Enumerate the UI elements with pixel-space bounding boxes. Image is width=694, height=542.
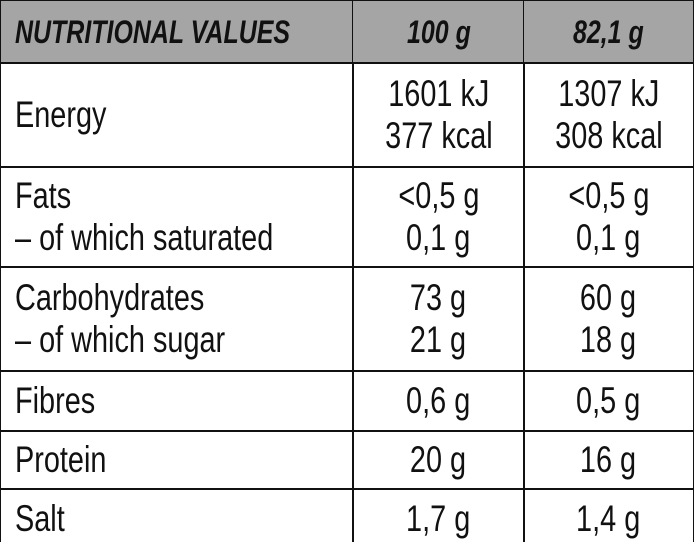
text: 20 g <box>410 439 467 480</box>
text: 60 g <box>580 277 637 318</box>
value-cell: 16 g <box>523 430 694 490</box>
cell-text: – of which sugar <box>15 319 284 361</box>
text: 0,1 g <box>576 217 641 258</box>
cell-text: <0,5 g <box>557 175 661 217</box>
text: 73 g <box>410 277 467 318</box>
text: 16 g <box>580 439 637 480</box>
text: Energy <box>15 94 107 135</box>
text: 100 g <box>406 14 471 50</box>
cell-text: 21 g <box>402 319 474 361</box>
cell-text: 82,1 g <box>563 11 654 53</box>
value-cell: 0,6 g <box>352 370 525 432</box>
text: Fats <box>15 175 72 216</box>
text: 0,1 g <box>406 217 471 258</box>
cell-text: Fats <box>15 175 87 217</box>
label-cell: Salt <box>0 488 354 542</box>
value-cell: 20 g <box>352 430 525 490</box>
cell-text: Fibres <box>15 380 118 422</box>
cell-text: 60 g <box>572 277 644 319</box>
text: 0,6 g <box>406 380 471 421</box>
text: – of which sugar <box>15 319 226 360</box>
text: 0,5 g <box>576 380 641 421</box>
value-cell: 1601 kJ 377 kcal <box>352 62 525 168</box>
text: <0,5 g <box>567 175 650 216</box>
cell-text: 377 kcal <box>370 115 508 157</box>
cell-text: 1,4 g <box>567 498 649 540</box>
label-cell: Fibres <box>0 370 354 432</box>
text: 308 kcal <box>554 115 663 156</box>
cell-text: 100 g <box>398 11 480 53</box>
cell-text: 308 kcal <box>540 115 678 157</box>
cell-text: Protein <box>15 439 132 481</box>
value-cell: 1307 kJ 308 kcal <box>523 62 694 168</box>
label-cell: Carbohydrates – of which sugar <box>0 266 354 372</box>
cell-text: Energy <box>15 94 132 136</box>
text: 1,4 g <box>576 498 641 539</box>
cell-text: Salt <box>15 498 79 540</box>
cell-text: 73 g <box>402 277 474 319</box>
value-cell: 73 g 21 g <box>352 266 525 372</box>
text: 1307 kJ <box>557 73 660 114</box>
text: Fibres <box>15 380 96 421</box>
cell-text: NUTRITIONAL VALUES <box>15 11 353 53</box>
text: 1601 kJ <box>387 73 490 114</box>
cell-text: 1601 kJ <box>374 73 504 115</box>
cell-text: 1,7 g <box>397 498 479 540</box>
value-cell: 1,7 g <box>352 488 525 542</box>
header-cell: 82,1 g <box>523 0 694 64</box>
text: 377 kcal <box>384 115 493 156</box>
header-cell: NUTRITIONAL VALUES <box>0 0 354 64</box>
text: Protein <box>15 439 107 480</box>
cell-text: – of which saturated <box>15 217 346 259</box>
cell-text: 20 g <box>402 439 474 481</box>
text: 1,7 g <box>406 498 471 539</box>
text: – of which saturated <box>15 217 274 258</box>
cell-text: Carbohydrates <box>15 277 258 319</box>
cell-text: 16 g <box>572 439 644 481</box>
value-cell: <0,5 g 0,1 g <box>523 166 694 268</box>
label-cell: Protein <box>0 430 354 490</box>
label-cell: Fats – of which saturated <box>0 166 354 268</box>
value-cell: 1,4 g <box>523 488 694 542</box>
header-cell: 100 g <box>352 0 525 64</box>
text: <0,5 g <box>397 175 480 216</box>
cell-text: 0,5 g <box>567 380 649 422</box>
cell-text: 1307 kJ <box>544 73 674 115</box>
text: Salt <box>15 498 65 539</box>
text: NUTRITIONAL VALUES <box>15 14 291 50</box>
cell-text: 0,6 g <box>397 380 479 422</box>
text: Carbohydrates <box>15 277 205 318</box>
value-cell: 60 g 18 g <box>523 266 694 372</box>
text: 21 g <box>410 319 467 360</box>
value-cell: 0,5 g <box>523 370 694 432</box>
label-cell: Energy <box>0 62 354 168</box>
cell-text: 18 g <box>572 319 644 361</box>
cell-text: <0,5 g <box>387 175 491 217</box>
cell-text: 0,1 g <box>567 217 649 259</box>
text: 18 g <box>580 319 637 360</box>
value-cell: <0,5 g 0,1 g <box>352 166 525 268</box>
cell-text: 0,1 g <box>397 217 479 259</box>
text: 82,1 g <box>573 14 644 50</box>
